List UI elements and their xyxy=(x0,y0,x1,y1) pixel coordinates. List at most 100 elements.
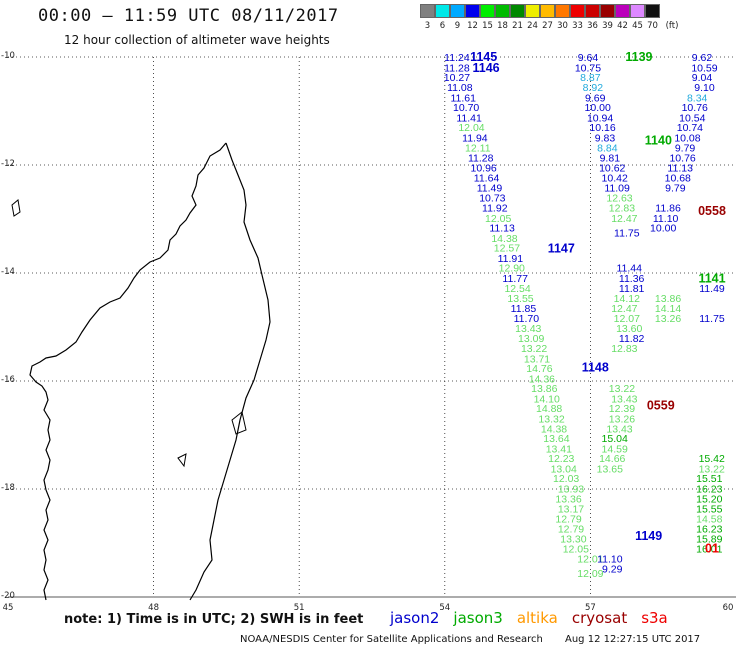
wave-height-value: 9.10 xyxy=(694,82,715,94)
longitude-label: 54 xyxy=(439,603,451,613)
wave-height-value: 11.09 xyxy=(604,183,630,195)
wave-height-value: 12.90 xyxy=(499,263,525,275)
latitude-label: -20 xyxy=(1,591,15,601)
wave-height-value: 11.91 xyxy=(498,253,524,265)
footer-note: note: 1) Time is in UTC; 2) SWH is in fe… xyxy=(64,612,364,627)
wave-height-value: 12.07 xyxy=(614,313,640,325)
wave-height-value: 16.01 xyxy=(696,543,722,555)
wave-height-value: 12.05 xyxy=(563,543,589,555)
wave-height-value: 13.93 xyxy=(558,483,584,495)
wave-height-value: 12.47 xyxy=(611,213,637,225)
wave-height-value: 8.92 xyxy=(583,82,604,94)
longitude-label: 51 xyxy=(293,603,305,613)
wave-height-value: 15.20 xyxy=(696,494,722,506)
wave-height-value: 13.86 xyxy=(531,383,557,395)
legend-unit: (ft) xyxy=(665,21,679,31)
wave-height-value: 14.66 xyxy=(599,453,625,465)
wave-height-value: 12.04 xyxy=(458,122,484,134)
wave-height-value: 10.73 xyxy=(479,192,505,204)
wave-height-value: 9.83 xyxy=(595,132,616,144)
legend-swatch xyxy=(555,4,570,18)
wave-height-value: 12.09 xyxy=(577,568,603,580)
legend-swatch xyxy=(420,4,435,18)
legend-bin-label: 45 xyxy=(632,21,643,31)
satellite-legend-item: cryosat xyxy=(571,609,628,627)
observation-layer: 11.2411.2810.2711.0811.6110.7011.4112.04… xyxy=(444,52,725,580)
wave-height-value: 12.11 xyxy=(465,143,491,155)
wave-height-value: 10.54 xyxy=(679,112,705,124)
wave-height-value: 11.13 xyxy=(489,223,515,235)
wave-height-value: 13.43 xyxy=(515,323,541,335)
wave-height-value: 14.76 xyxy=(526,363,552,375)
wave-height-value: 14.38 xyxy=(491,233,517,245)
legend-swatch xyxy=(480,4,495,18)
wave-height-value: 13.36 xyxy=(555,494,581,506)
longitude-label: 60 xyxy=(722,603,734,613)
wave-height-value: 13.55 xyxy=(507,293,533,305)
wave-height-value: 12.83 xyxy=(611,343,637,355)
legend-swatch xyxy=(600,4,615,18)
wave-height-value: 11.08 xyxy=(447,82,473,94)
legend-bin-label: 33 xyxy=(572,21,583,31)
wave-height-value: 14.12 xyxy=(614,293,640,305)
wave-height-value: 11.13 xyxy=(667,163,693,175)
wave-height-value: 11.85 xyxy=(511,303,537,315)
wave-height-value: 11.44 xyxy=(616,263,642,275)
satellite-legend-item: jason2 xyxy=(390,609,440,627)
pass-time-label: 1145 xyxy=(470,50,497,64)
satellite-legend-item: jason3 xyxy=(453,609,503,627)
wave-height-value: 9.29 xyxy=(602,563,623,575)
legend-swatches xyxy=(420,4,660,18)
wave-height-value: 11.75 xyxy=(614,228,640,240)
wave-height-value: 11.28 xyxy=(468,152,494,164)
latitude-label: -16 xyxy=(1,375,15,385)
wave-height-value: 12.47 xyxy=(611,303,637,315)
wave-height-value: 12.05 xyxy=(485,213,511,225)
legend-bin-label: 42 xyxy=(617,21,628,31)
wave-height-value: 13.60 xyxy=(616,323,642,335)
coast-island xyxy=(177,453,187,468)
legend-bin-label: 9 xyxy=(454,21,461,31)
longitude-label: 57 xyxy=(584,603,596,613)
legend-bin-label: 27 xyxy=(542,21,553,31)
legend-swatch xyxy=(570,4,585,18)
wave-height-value: 11.10 xyxy=(653,213,679,225)
pass-time-label: 0558 xyxy=(698,204,726,218)
wave-height-value: 14.59 xyxy=(602,444,628,456)
wave-height-value: 10.16 xyxy=(589,122,615,134)
wave-height-value: 14.14 xyxy=(655,303,681,315)
legend-bin-label: 39 xyxy=(602,21,613,31)
wave-height-value: 13.32 xyxy=(538,413,564,425)
wave-height-value: 9.79 xyxy=(665,183,686,195)
legend-swatch xyxy=(510,4,525,18)
wave-height-value: 12.03 xyxy=(553,473,579,485)
wave-height-value: 10.75 xyxy=(575,62,601,74)
wave-height-value: 11.28 xyxy=(444,62,470,74)
wave-height-value: 10.42 xyxy=(602,172,628,184)
legend-swatch xyxy=(465,4,480,18)
satellite-legend-item: s3a xyxy=(641,609,668,627)
wave-height-value: 13.64 xyxy=(543,433,569,445)
wave-height-value: 12.57 xyxy=(494,243,520,255)
pass-time-label: 1140 xyxy=(645,134,672,148)
legend-swatch xyxy=(435,4,450,18)
wave-height-value: 13.26 xyxy=(655,313,681,325)
wave-height-value: 15.89 xyxy=(696,534,722,546)
wave-height-value: 10.70 xyxy=(453,102,479,114)
latitude-label: -12 xyxy=(1,159,15,169)
wave-height-value: 14.38 xyxy=(541,424,567,436)
wave-height-value: 13.65 xyxy=(597,463,623,475)
wave-height-value: 12.23 xyxy=(548,453,574,465)
wave-height-value: 11.36 xyxy=(619,273,645,285)
wave-height-value: 10.08 xyxy=(674,132,700,144)
wave-height-value: 13.86 xyxy=(655,293,681,305)
wave-height-value: 13.04 xyxy=(551,463,577,475)
legend-bin-label: 6 xyxy=(439,21,446,31)
legend-swatch xyxy=(450,4,465,18)
footer-credit: NOAA/NESDIS Center for Satellite Applica… xyxy=(240,634,543,645)
pass-time-label: 1149 xyxy=(635,529,662,543)
page-subtitle: 12 hour collection of altimeter wave hei… xyxy=(64,33,330,47)
legend-bin-label: 24 xyxy=(527,21,538,31)
